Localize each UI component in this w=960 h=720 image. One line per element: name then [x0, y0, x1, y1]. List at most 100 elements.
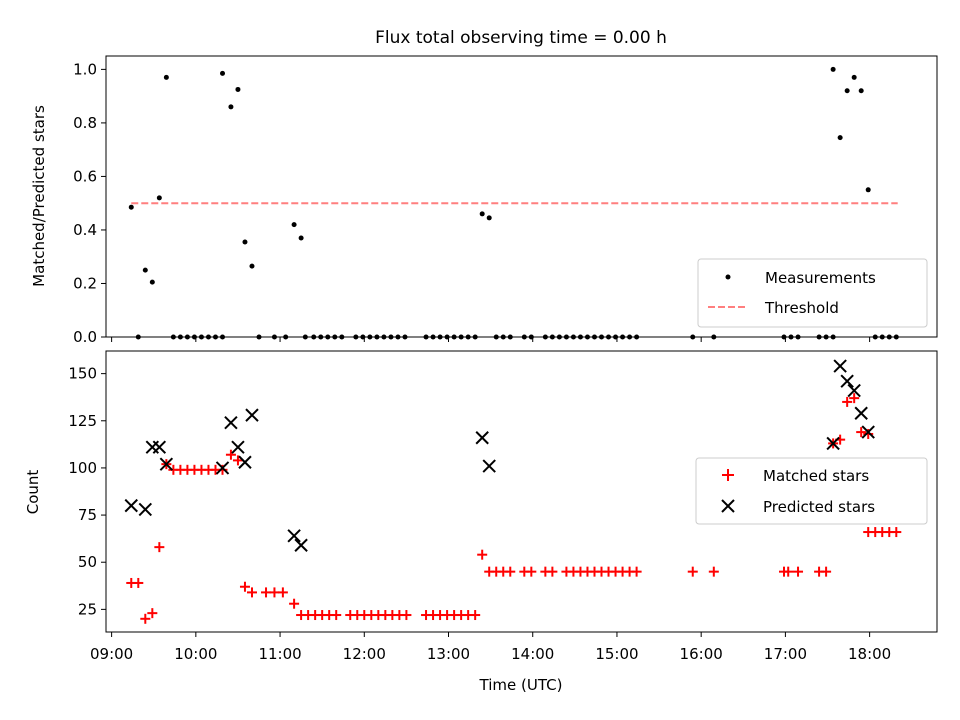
y-tick-label: 0.6 [73, 167, 97, 185]
measurement-point [291, 222, 297, 228]
bottom-panel: 25 50 75 100 125 150 09:00 10:00 11:00 12:00 13:0… [24, 350, 938, 694]
predicted-star-point [840, 374, 854, 388]
measurement-point [865, 187, 871, 193]
y-tick-label: 0.2 [73, 274, 97, 292]
matched-star-point [477, 549, 488, 560]
matched-star-point [154, 542, 165, 553]
matched-star-point [225, 449, 236, 460]
matched-star-point [821, 566, 832, 577]
matched-star-point [856, 427, 867, 438]
predicted-star-point [475, 431, 489, 445]
top-panel: 0.0 0.2 0.4 0.6 0.8 1.0 Matched/Predicted sta… [30, 55, 938, 346]
predicted-star-point [231, 440, 245, 454]
matched-star-point [133, 577, 144, 588]
matched-star-point [269, 587, 280, 598]
x-tick-label: 15:00 [595, 645, 638, 663]
y-tick-label: 75 [78, 506, 97, 524]
bottom-legend-box [695, 457, 928, 525]
x-tick-label: 18:00 [848, 645, 891, 663]
bottom-y-ticks: 25 50 75 100 125 150 [68, 365, 106, 618]
matched-star-point [331, 610, 342, 621]
measurement-point [235, 86, 241, 92]
y-tick-label: 25 [78, 600, 97, 618]
y-tick-label: 0.8 [73, 114, 97, 132]
measurement-point [156, 195, 162, 201]
matched-star-point [277, 587, 288, 598]
x-tick-label: 14:00 [511, 645, 554, 663]
measurement-point [830, 66, 836, 72]
measurement-point [163, 74, 169, 80]
matched-star-point [470, 610, 481, 621]
matched-star-point [217, 464, 228, 475]
y-tick-label: 100 [68, 459, 97, 477]
measurement-point [142, 267, 148, 273]
predicted-star-point [124, 498, 138, 513]
measurement-point [249, 263, 255, 269]
predicted-star-point [861, 425, 875, 439]
matched-star-point [783, 566, 794, 577]
bottom-x-ticks: 09:00 10:00 11:00 12:00 13:00 14:00 15:00 16:00… [90, 632, 891, 663]
x-tick-label: 09:00 [90, 645, 133, 663]
bottom-marks [124, 359, 902, 624]
measurement-point [242, 239, 248, 245]
predicted-star-point [159, 457, 174, 471]
measurement-point [837, 135, 843, 141]
x-tick-label: 11:00 [258, 645, 301, 663]
x-tick-label: 10:00 [174, 645, 217, 663]
legend-measurements-label: Measurements [765, 269, 876, 287]
top-y-axis-label: Matched/Predicted stars [30, 105, 48, 287]
top-axes-frame [105, 55, 938, 338]
predicted-star-point [482, 459, 496, 473]
matched-star-point [140, 613, 151, 624]
matched-star-point [232, 455, 243, 466]
matched-star-point [289, 598, 300, 609]
bottom-axes-frame [105, 350, 938, 633]
top-y-ticks: 0.0 0.2 0.4 0.6 0.8 1.0 [73, 60, 106, 346]
bottom-x-axis-label: Time (UTC) [479, 676, 563, 694]
y-tick-label: 1.0 [73, 60, 97, 78]
figure-title: Flux total observing time = 0.00 h [375, 28, 667, 48]
measurement-point [851, 74, 857, 80]
y-tick-label: 50 [78, 553, 97, 571]
y-tick-label: 125 [68, 412, 97, 430]
predicted-star-point [826, 436, 840, 451]
y-tick-label: 0.0 [73, 328, 97, 346]
legend-matched-label: Matched stars [763, 467, 869, 485]
predicted-star-point [245, 408, 259, 422]
predicted-star-point [287, 529, 301, 543]
matched-star-point [261, 587, 272, 598]
measurement-point [128, 204, 134, 210]
measurement-point [858, 88, 864, 94]
x-tick-label: 12:00 [343, 645, 386, 663]
matched-star-point [239, 581, 250, 592]
matched-star-point [842, 396, 853, 407]
top-legend: Measurements Threshold [697, 258, 928, 328]
legend-predicted-label: Predicted stars [763, 498, 875, 516]
matched-star-point [708, 566, 719, 577]
predicted-star-point [138, 502, 153, 517]
top-legend-box [697, 258, 928, 328]
y-tick-label: 0.4 [73, 221, 97, 239]
bottom-y-axis-label: Count [24, 470, 42, 515]
legend-threshold-label: Threshold [764, 299, 839, 317]
matched-star-point [547, 566, 558, 577]
measurement-point [486, 215, 492, 221]
top-marks [128, 66, 899, 340]
bottom-legend: Matched stars Predicted stars [695, 457, 928, 525]
legend-measurements-marker [725, 274, 731, 280]
measurement-point [220, 70, 226, 76]
matched-star-point [505, 566, 516, 577]
matched-star-point [147, 608, 158, 619]
x-tick-label: 16:00 [680, 645, 723, 663]
matched-star-point [246, 587, 257, 598]
x-tick-label: 17:00 [764, 645, 807, 663]
predicted-star-point [833, 359, 847, 373]
measurement-point [844, 88, 850, 94]
matched-star-point [793, 566, 804, 577]
predicted-star-point [152, 440, 167, 454]
predicted-star-point [215, 461, 230, 475]
measurement-point [228, 104, 234, 110]
predicted-star-point [224, 415, 238, 430]
measurement-point [479, 211, 485, 217]
